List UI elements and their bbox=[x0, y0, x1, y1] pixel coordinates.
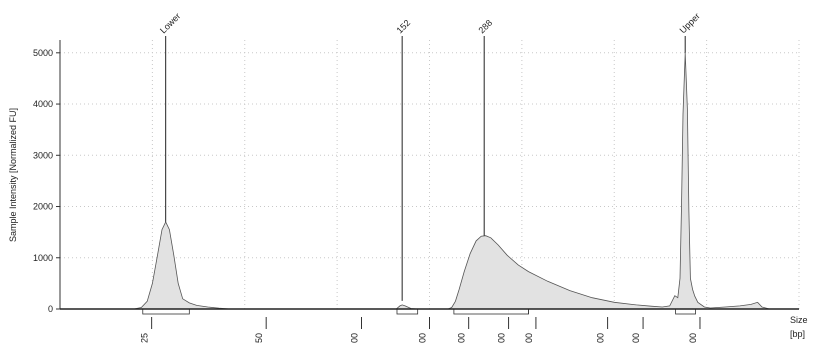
x-tick-label: 25 bbox=[140, 333, 150, 343]
x-tick-label: 50 bbox=[254, 333, 264, 343]
x-tick-label: 100 bbox=[350, 333, 360, 343]
peak-label: Lower bbox=[158, 11, 182, 35]
grid-lines bbox=[60, 40, 800, 309]
trace-area bbox=[60, 52, 799, 310]
x-tick-label: 400 bbox=[497, 333, 507, 343]
y-tick-label: 2000 bbox=[33, 202, 53, 212]
x-tick-label: 200 bbox=[418, 333, 428, 343]
y-ticks: 0 1000 2000 3000 4000 5000 bbox=[33, 48, 60, 314]
y-tick-label: 3000 bbox=[33, 150, 53, 160]
peak-label: 152 bbox=[395, 18, 413, 36]
trace-fill bbox=[60, 52, 799, 310]
x-tick-label: 1500 bbox=[688, 333, 698, 343]
y-tick-label: 0 bbox=[48, 304, 53, 314]
axes bbox=[59, 40, 799, 310]
peak-label: Upper bbox=[678, 11, 702, 35]
x-tick-label: 700 bbox=[596, 333, 606, 343]
x-tick-label: 500 bbox=[524, 333, 534, 343]
x-ticks: 25 50 100 200 300 400 500 700 1000 1500 bbox=[140, 317, 701, 343]
y-tick-label: 4000 bbox=[33, 99, 53, 109]
x-axis-label-line1: Size bbox=[790, 315, 808, 325]
y-axis-label: Sample Intensity [Normalized FU] bbox=[8, 108, 18, 242]
x-axis-label-line2: [bp] bbox=[790, 329, 805, 339]
x-tick-label: 1000 bbox=[631, 333, 641, 343]
peak-label: 288 bbox=[477, 18, 495, 36]
y-tick-label: 5000 bbox=[33, 48, 53, 58]
x-tick-label: 300 bbox=[457, 333, 467, 343]
y-tick-label: 1000 bbox=[33, 253, 53, 263]
